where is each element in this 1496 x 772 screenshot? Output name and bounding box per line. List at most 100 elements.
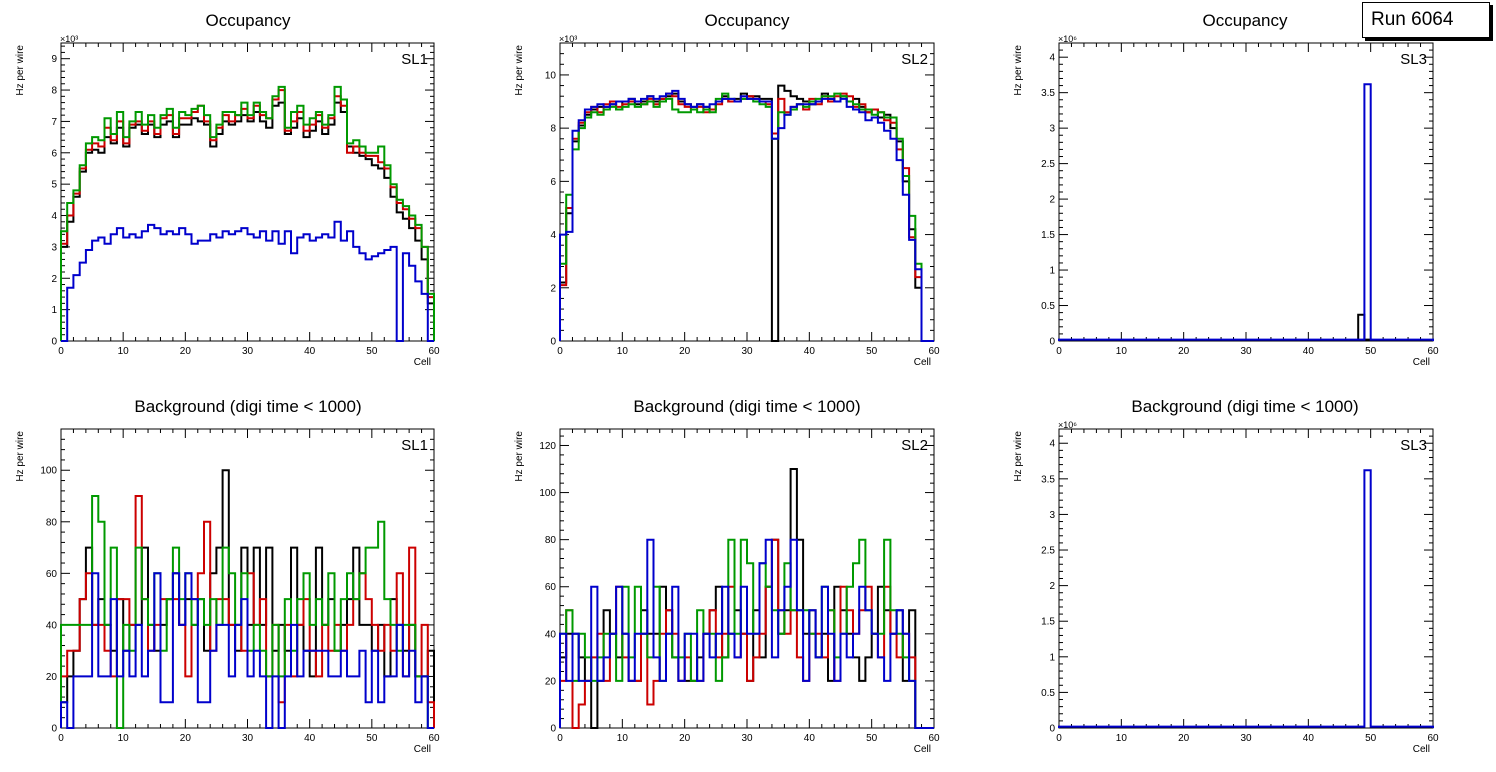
y-tick-label: 1.5 bbox=[1041, 230, 1055, 241]
y-tick-label: 0.5 bbox=[1041, 688, 1055, 699]
y-tick-label: 0 bbox=[1049, 337, 1055, 348]
y-tick-label: 5 bbox=[51, 180, 57, 191]
x-tick-label: 40 bbox=[804, 346, 816, 357]
x-tick-label: 10 bbox=[1116, 733, 1128, 744]
y-tick-label: 4 bbox=[550, 230, 556, 241]
chart-panel-2 bbox=[1058, 42, 1434, 342]
x-tick-label: 0 bbox=[1056, 733, 1062, 744]
plot-frame bbox=[559, 42, 935, 342]
x-tick-label: 40 bbox=[804, 733, 816, 744]
y-tick-label: 3 bbox=[51, 242, 57, 253]
series-blue-line bbox=[1058, 83, 1434, 341]
x-tick-label: 50 bbox=[866, 346, 878, 357]
x-tick-label: 50 bbox=[866, 733, 878, 744]
y-tick-label: 3.5 bbox=[1041, 88, 1055, 99]
x-tick-label: 10 bbox=[1116, 346, 1128, 357]
x-tick-label: 20 bbox=[180, 346, 192, 357]
chart-panel-5 bbox=[1058, 428, 1434, 729]
series-blue-line bbox=[1058, 469, 1434, 728]
y-tick-label: 80 bbox=[545, 535, 557, 546]
x-tick-label: 0 bbox=[557, 346, 563, 357]
x-tick-label: 60 bbox=[428, 346, 440, 357]
y-tick-label: 80 bbox=[46, 517, 58, 528]
y-tick-label: 1.5 bbox=[1041, 617, 1055, 628]
x-tick-label: 20 bbox=[679, 346, 691, 357]
y-tick-label: 6 bbox=[550, 177, 556, 188]
y-axis-label: Hz per wire bbox=[514, 431, 525, 482]
chart-panel-4 bbox=[559, 428, 935, 729]
plot-frame bbox=[1058, 428, 1434, 729]
series-blue-line bbox=[61, 220, 434, 342]
x-tick-label: 20 bbox=[1178, 733, 1190, 744]
y-tick-label: 60 bbox=[46, 569, 58, 580]
y-tick-label: 0 bbox=[51, 337, 57, 348]
run-label-box: Run 6064 bbox=[1362, 2, 1490, 38]
y-tick-label: 100 bbox=[40, 466, 57, 477]
x-tick-label: 20 bbox=[679, 733, 691, 744]
chart-title: Occupancy bbox=[704, 11, 790, 30]
chart-panel-0 bbox=[60, 42, 435, 342]
x-tick-label: 60 bbox=[928, 346, 940, 357]
chart-title: Occupancy bbox=[205, 11, 291, 30]
chart-title: Occupancy bbox=[1202, 11, 1288, 30]
y-tick-label: 60 bbox=[545, 582, 557, 593]
y-tick-label: 6 bbox=[51, 148, 57, 159]
axis-multiplier: ×10³ bbox=[559, 34, 577, 44]
x-tick-label: 0 bbox=[58, 346, 64, 357]
y-tick-label: 1 bbox=[51, 305, 57, 316]
y-tick-label: 100 bbox=[539, 488, 556, 499]
y-axis-label: Hz per wire bbox=[1013, 45, 1024, 96]
x-tick-label: 40 bbox=[1303, 733, 1315, 744]
y-tick-label: 2.5 bbox=[1041, 159, 1055, 170]
plot-frame bbox=[60, 42, 435, 342]
y-tick-label: 40 bbox=[545, 629, 557, 640]
x-tick-label: 50 bbox=[1365, 346, 1377, 357]
plot-frame bbox=[1058, 42, 1434, 342]
axis-multiplier: ×10³ bbox=[60, 34, 78, 44]
y-tick-label: 2 bbox=[550, 283, 556, 294]
y-tick-label: 3.5 bbox=[1041, 474, 1055, 485]
x-tick-label: 60 bbox=[428, 733, 440, 744]
chart-title: Background (digi time < 1000) bbox=[1131, 397, 1358, 416]
x-tick-label: 0 bbox=[58, 733, 64, 744]
x-tick-label: 50 bbox=[1365, 733, 1377, 744]
series-blue-line bbox=[559, 89, 934, 342]
y-tick-label: 2 bbox=[51, 274, 57, 285]
y-axis-label: Hz per wire bbox=[514, 45, 525, 96]
y-tick-label: 9 bbox=[51, 54, 57, 65]
y-tick-label: 0.5 bbox=[1041, 301, 1055, 312]
y-tick-label: 1 bbox=[1049, 652, 1055, 663]
x-tick-label: 0 bbox=[1056, 346, 1062, 357]
panel-label: SL1 bbox=[401, 437, 428, 454]
chart-panel-1 bbox=[559, 42, 935, 342]
series-red-line bbox=[559, 92, 934, 342]
y-tick-label: 3 bbox=[1049, 124, 1055, 135]
x-tick-label: 60 bbox=[928, 733, 940, 744]
panel-label: SL3 bbox=[1400, 51, 1427, 68]
y-tick-label: 2 bbox=[1049, 581, 1055, 592]
y-tick-label: 2 bbox=[1049, 195, 1055, 206]
series-blue-line bbox=[559, 538, 934, 729]
y-tick-label: 4 bbox=[51, 211, 57, 222]
x-tick-label: 40 bbox=[304, 733, 316, 744]
panel-label: SL1 bbox=[401, 51, 428, 68]
series-green-line bbox=[559, 538, 934, 729]
y-tick-label: 8 bbox=[550, 124, 556, 135]
y-tick-label: 20 bbox=[545, 676, 557, 687]
x-tick-label: 30 bbox=[741, 733, 753, 744]
series-blue-line bbox=[60, 572, 434, 729]
x-tick-label: 10 bbox=[617, 733, 629, 744]
series-black-line bbox=[559, 84, 934, 342]
x-tick-label: 40 bbox=[304, 346, 316, 357]
series-green-line bbox=[60, 85, 435, 341]
y-axis-label: Hz per wire bbox=[15, 45, 26, 96]
y-tick-label: 20 bbox=[46, 672, 58, 683]
y-tick-label: 2.5 bbox=[1041, 546, 1055, 557]
y-tick-label: 4 bbox=[1049, 439, 1055, 450]
x-tick-label: 60 bbox=[1427, 733, 1439, 744]
x-tick-label: 10 bbox=[118, 733, 130, 744]
x-axis-label: Cell bbox=[914, 357, 931, 368]
y-tick-label: 40 bbox=[46, 620, 58, 631]
y-tick-label: 10 bbox=[545, 70, 557, 81]
